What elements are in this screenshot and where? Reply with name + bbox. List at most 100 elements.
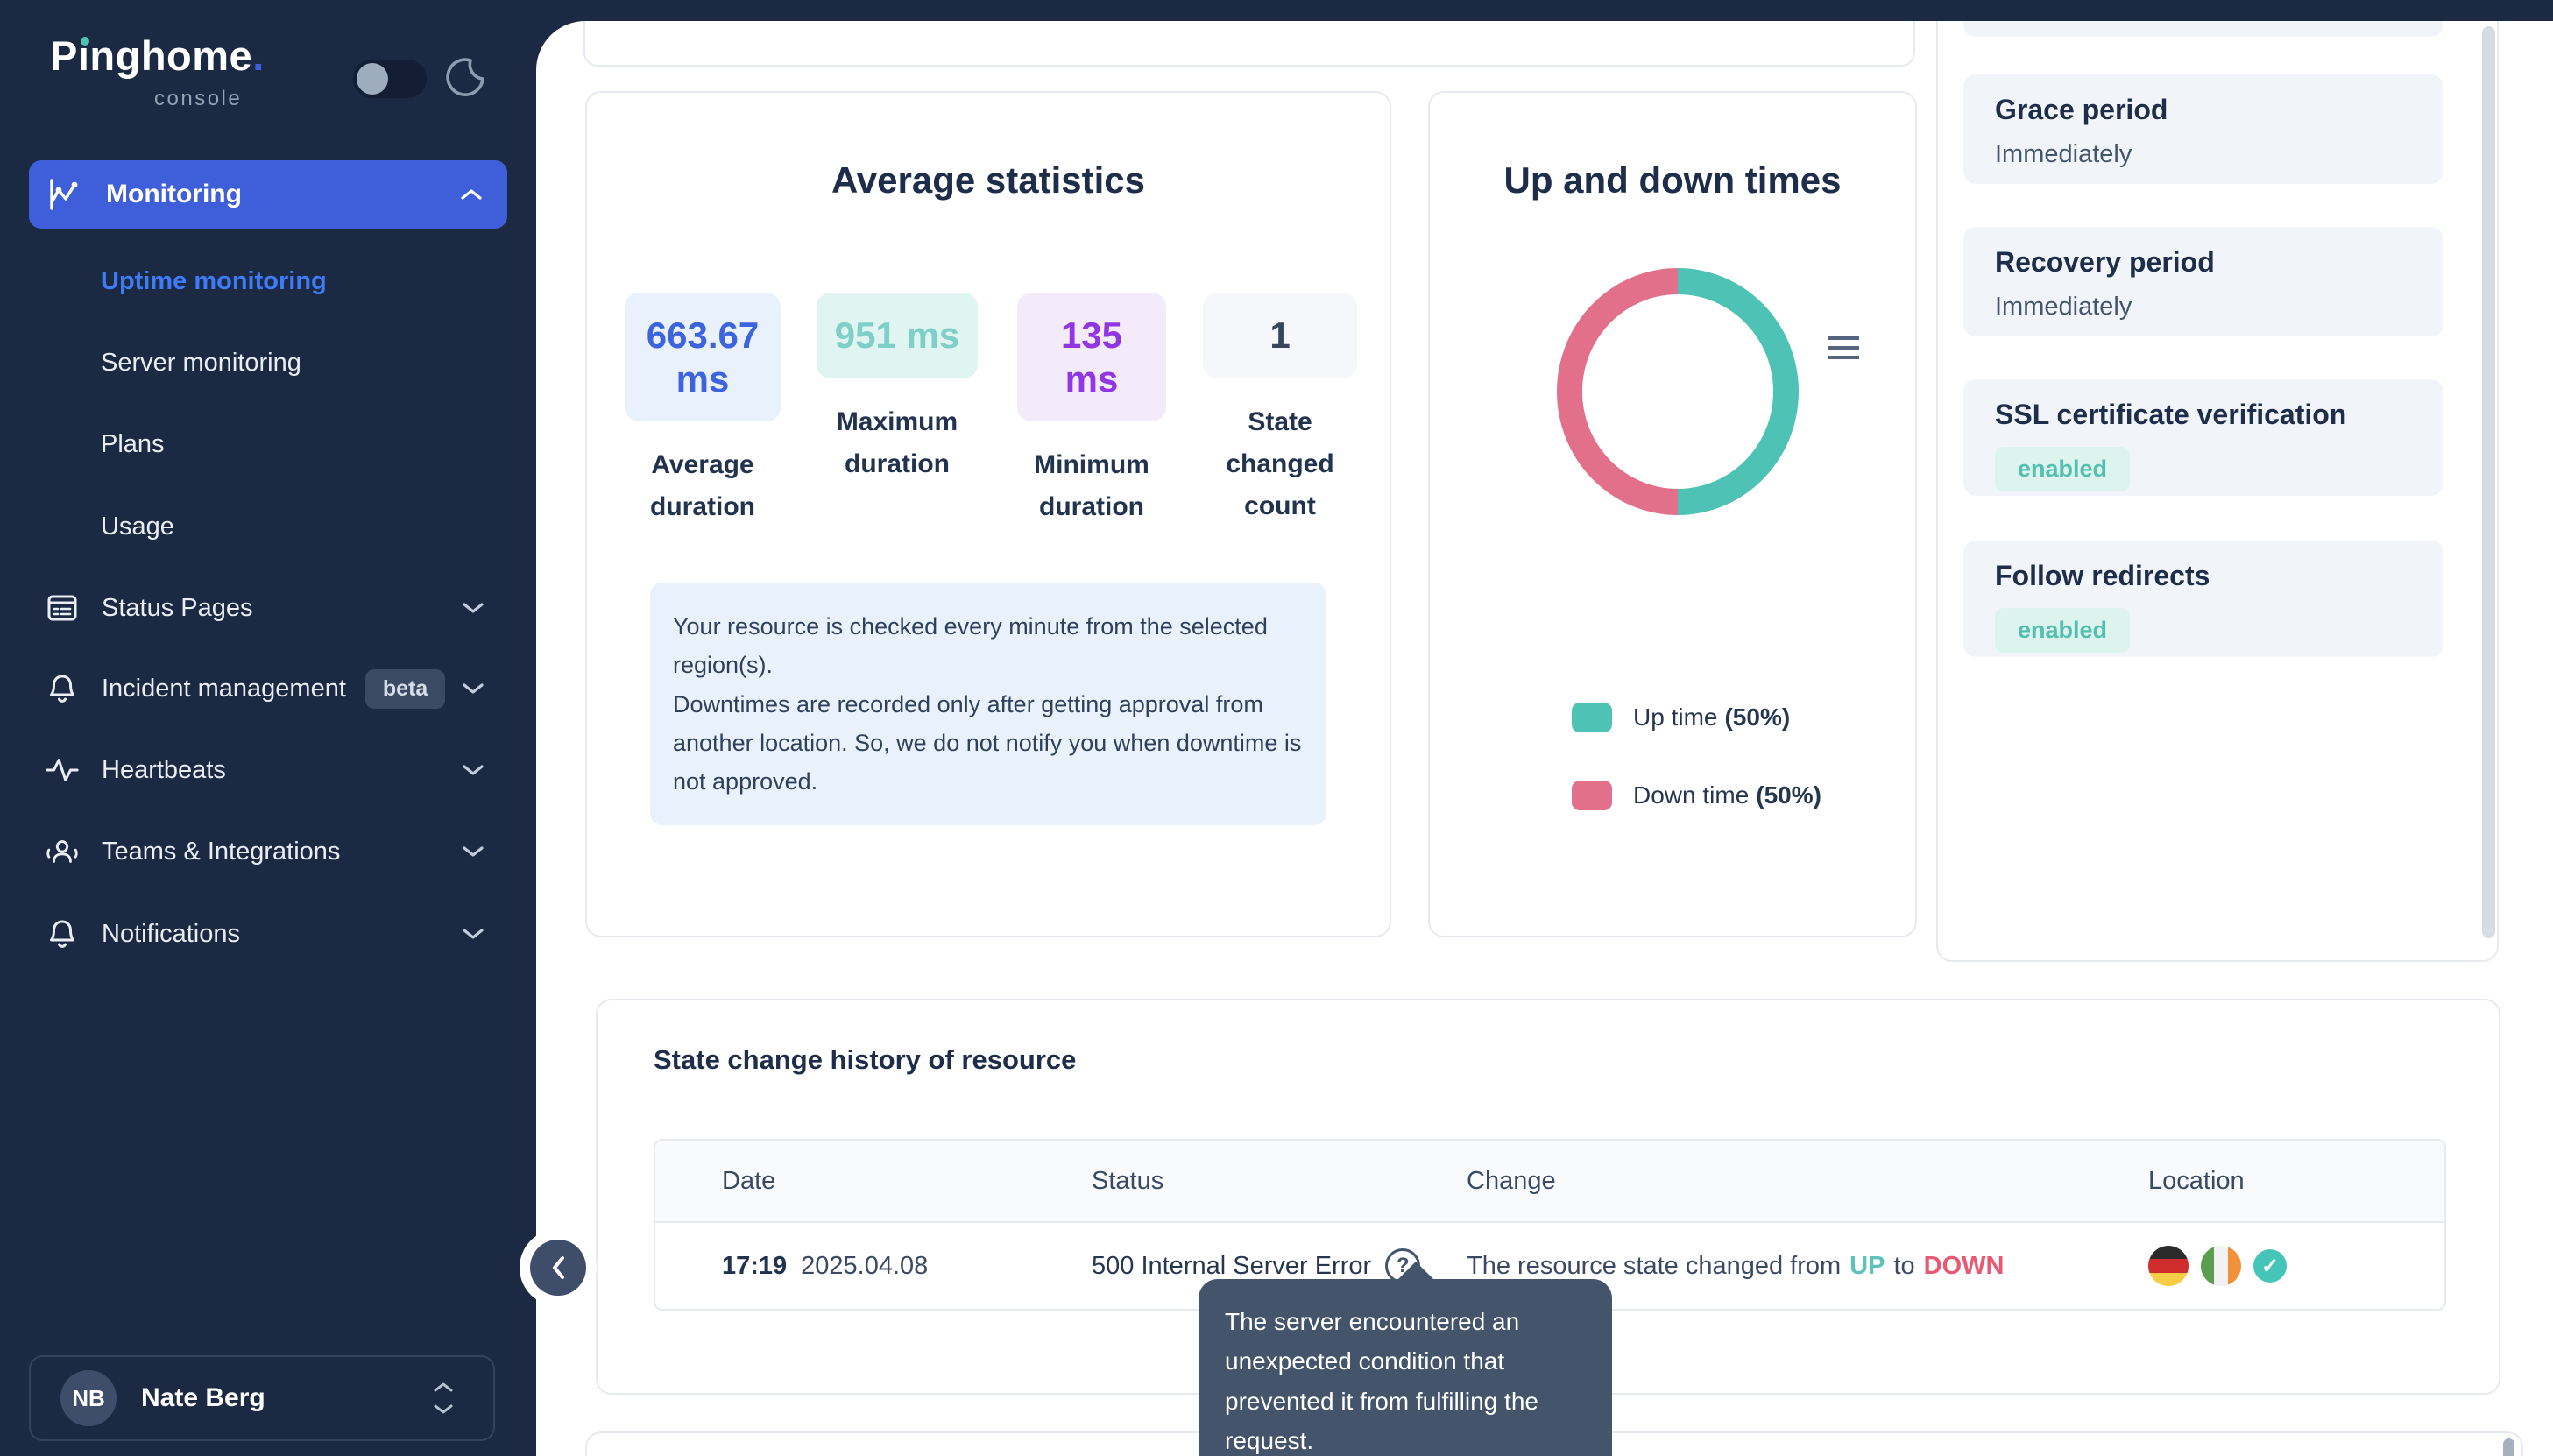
sidebar-item-teams-integrations[interactable]: Teams & Integrations bbox=[29, 823, 509, 880]
ireland-flag-icon bbox=[2201, 1246, 2241, 1286]
column-header-status: Status bbox=[1092, 1166, 1164, 1195]
sidebar-item-notifications[interactable]: Notifications bbox=[29, 906, 509, 962]
card-title: Up and down times bbox=[1503, 159, 1842, 201]
sidebar-item-plans[interactable]: Plans bbox=[101, 425, 165, 463]
scrolled-setting-card bbox=[1963, 21, 2443, 37]
stat-value: 135 ms bbox=[1017, 293, 1166, 422]
stat-average-duration: 663.67 ms Average duration bbox=[619, 293, 786, 528]
change-to: to bbox=[1893, 1251, 1915, 1280]
legend-up-time[interactable]: Up time (50%) bbox=[1572, 703, 1790, 732]
users-icon bbox=[46, 835, 79, 868]
stat-label: Maximum duration bbox=[836, 406, 958, 478]
dark-mode-moon-icon[interactable] bbox=[443, 54, 489, 100]
sidebar-item-label: Teams & Integrations bbox=[102, 837, 341, 866]
change-up: UP bbox=[1849, 1251, 1885, 1280]
beta-badge: beta bbox=[364, 668, 446, 709]
brand-logo[interactable]: Pinghome. bbox=[50, 32, 265, 80]
sidebar-item-label: Status Pages bbox=[102, 593, 253, 622]
recovery-period-card: Recovery period Immediately bbox=[1963, 227, 2443, 336]
scrolled-card-bottom-edge bbox=[583, 21, 1915, 67]
submenu-label: Usage bbox=[101, 512, 174, 541]
follow-redirects-card: Follow redirects enabled bbox=[1963, 541, 2443, 657]
sidebar-item-status-pages[interactable]: Status Pages bbox=[29, 580, 509, 636]
submenu-label: Plans bbox=[101, 429, 165, 458]
sidebar-item-heartbeats[interactable]: Heartbeats bbox=[29, 742, 509, 798]
grace-period-card: Grace period Immediately bbox=[1963, 74, 2443, 184]
donut-hole bbox=[1582, 294, 1773, 489]
change-down: DOWN bbox=[1923, 1251, 2005, 1280]
submenu-label: Server monitoring bbox=[101, 348, 301, 377]
bell-icon bbox=[46, 672, 79, 705]
chevron-up-icon bbox=[460, 187, 483, 201]
stat-label: Minimum duration bbox=[1034, 450, 1149, 522]
stat-label: State changed count bbox=[1226, 406, 1334, 520]
setting-title: SSL certificate verification bbox=[1995, 399, 2347, 430]
sidebar-item-label: Notifications bbox=[102, 919, 240, 948]
chart-menu-hamburger-icon[interactable] bbox=[1828, 336, 1859, 359]
stat-minimum-duration: 135 ms Minimum duration bbox=[1008, 293, 1175, 528]
stats-row: 663.67 ms Average duration 951 ms Maximu… bbox=[587, 293, 1390, 528]
table-header: Date Status Change Location bbox=[655, 1141, 2444, 1223]
legend-down-time[interactable]: Down time (50%) bbox=[1572, 781, 1821, 810]
line-chart-icon bbox=[46, 176, 83, 213]
sidebar-collapse-button[interactable] bbox=[530, 1240, 586, 1296]
user-menu[interactable]: NB Nate Berg bbox=[29, 1355, 495, 1441]
brand-subtitle: console bbox=[154, 87, 243, 110]
settings-scrollbar[interactable] bbox=[2482, 26, 2495, 938]
setting-title: Follow redirects bbox=[1995, 560, 2210, 591]
down-time-swatch bbox=[1572, 781, 1612, 810]
setting-title: Recovery period bbox=[1995, 246, 2215, 278]
stat-value: 663.67 ms bbox=[625, 293, 781, 422]
stat-value: 1 bbox=[1203, 293, 1357, 378]
column-header-change: Change bbox=[1467, 1166, 1556, 1195]
check-circle-icon: ✓ bbox=[2253, 1249, 2287, 1283]
info-line: Downtimes are recorded only after gettin… bbox=[673, 690, 1302, 795]
sidebar-item-incident-management[interactable]: Incident management beta bbox=[29, 661, 509, 717]
check-info-note: Your resource is checked every minute fr… bbox=[650, 583, 1326, 826]
germany-flag-icon bbox=[2148, 1246, 2189, 1286]
setting-title: Grace period bbox=[1995, 94, 2168, 125]
theme-toggle[interactable] bbox=[353, 60, 427, 98]
info-line: Your resource is checked every minute fr… bbox=[673, 613, 1268, 679]
ssl-verification-card: SSL certificate verification enabled bbox=[1963, 379, 2443, 496]
tooltip-arrow bbox=[1397, 1262, 1435, 1281]
event-time: 17:19 bbox=[722, 1251, 788, 1280]
change-cell: The resource state changed from UP to DO… bbox=[1467, 1223, 2004, 1309]
average-statistics-card: Average statistics 663.67 ms Average dur… bbox=[585, 91, 1391, 937]
up-time-swatch bbox=[1572, 703, 1612, 732]
setting-value: Immediately bbox=[1995, 293, 2132, 321]
theme-toggle-knob bbox=[357, 63, 388, 95]
sidebar-item-server-monitoring[interactable]: Server monitoring bbox=[101, 343, 301, 382]
section-title: State change history of resource bbox=[654, 1044, 1077, 1075]
sidebar-item-usage[interactable]: Usage bbox=[101, 507, 174, 546]
pulse-icon bbox=[46, 753, 79, 787]
status-text: 500 Internal Server Error bbox=[1092, 1251, 1372, 1280]
stat-maximum-duration: 951 ms Maximum duration bbox=[814, 293, 980, 485]
next-section-card-right bbox=[1583, 1431, 2523, 1456]
stat-label: Average duration bbox=[650, 450, 755, 522]
chevron-down-icon bbox=[462, 845, 484, 859]
main-content: Average statistics 663.67 ms Average dur… bbox=[536, 21, 2553, 1456]
sidebar-item-monitoring[interactable]: Monitoring bbox=[29, 160, 507, 229]
card-scrollbar-thumb[interactable] bbox=[2503, 1438, 2514, 1456]
up-down-times-card: Up and down times Up time (50%) Down time… bbox=[1428, 91, 1917, 937]
uptime-donut-chart bbox=[1557, 268, 1799, 515]
stat-value: 951 ms bbox=[817, 293, 978, 378]
chevron-down-icon bbox=[462, 763, 484, 777]
enabled-badge: enabled bbox=[1995, 608, 2131, 653]
chevron-down-icon bbox=[462, 927, 484, 941]
sidebar-item-label: Incident management bbox=[102, 674, 346, 703]
sidebar-item-label: Heartbeats bbox=[102, 755, 226, 784]
sidebar-item-label: Monitoring bbox=[106, 180, 242, 209]
event-date: 2025.04.08 bbox=[801, 1251, 929, 1280]
bell-icon bbox=[46, 917, 79, 951]
legend-label: Up time (50%) bbox=[1633, 703, 1791, 731]
legend-label: Down time (50%) bbox=[1633, 781, 1821, 809]
chevron-down-icon bbox=[462, 601, 484, 615]
sidebar-item-uptime-monitoring[interactable]: Uptime monitoring bbox=[101, 262, 327, 300]
column-header-date: Date bbox=[722, 1166, 776, 1195]
user-name: Nate Berg bbox=[141, 1383, 265, 1412]
browser-list-icon bbox=[46, 591, 79, 625]
setting-value: Immediately bbox=[1995, 140, 2132, 168]
